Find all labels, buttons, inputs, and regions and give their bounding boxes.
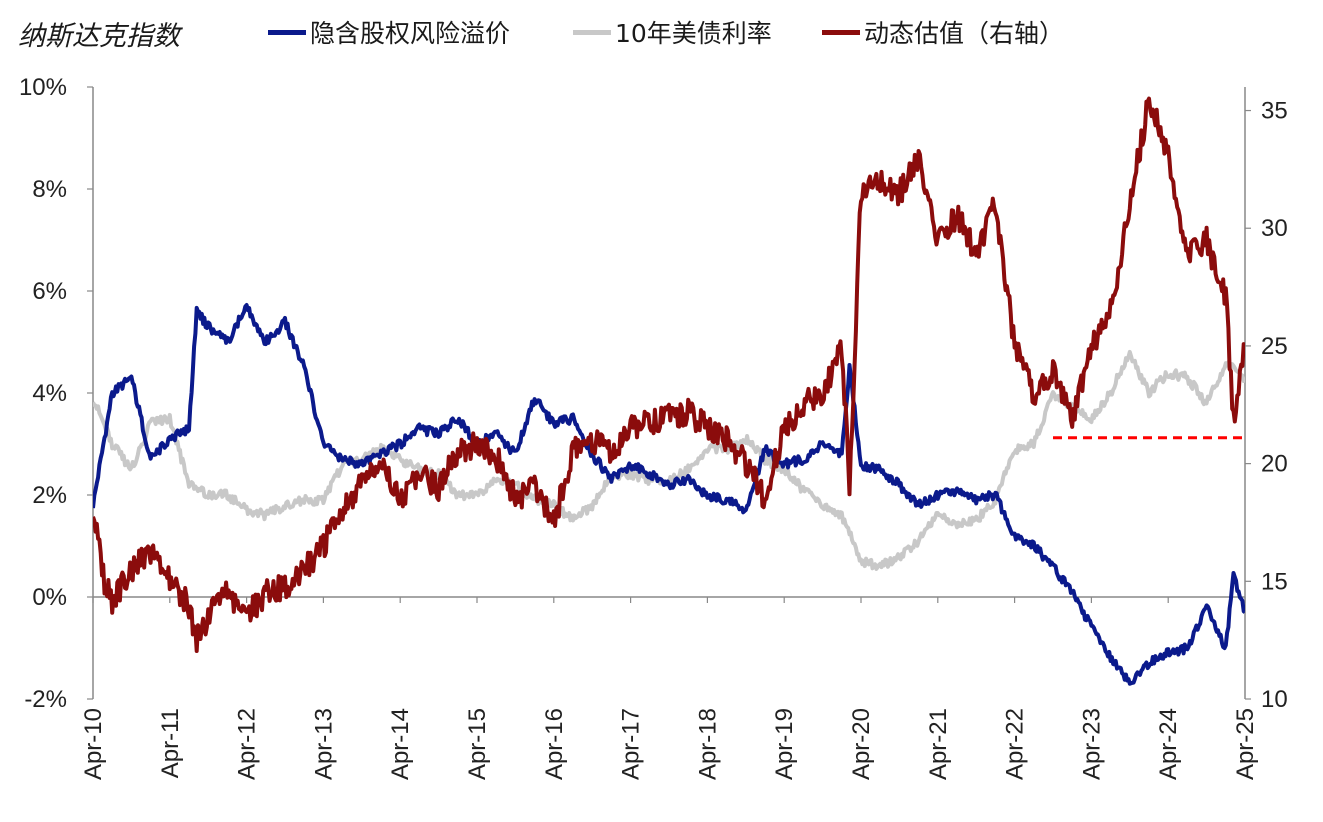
legend-swatch-erp: [268, 29, 306, 35]
left-tick-label: -2%: [24, 686, 67, 713]
x-tick-label: Apr-22: [1002, 708, 1029, 780]
x-tick-label: Apr-10: [80, 708, 107, 780]
x-tick-label: Apr-19: [771, 708, 798, 780]
legend-swatch-treasury: [573, 29, 611, 35]
left-tick-label: 8%: [32, 176, 67, 203]
left-tick-label: 10%: [19, 74, 67, 101]
right-tick-label: 15: [1261, 568, 1288, 595]
left-tick-label: 4%: [32, 380, 67, 407]
x-tick-label: Apr-16: [541, 708, 568, 780]
x-tick-label: Apr-18: [694, 708, 721, 780]
right-tick-label: 10: [1261, 686, 1288, 713]
x-tick-label: Apr-11: [157, 708, 184, 778]
legend-item-valuation: 动态估值（右轴）: [822, 14, 1064, 50]
series-line-equity-risk-premium: [93, 303, 1245, 686]
x-tick-label: Apr-15: [464, 708, 491, 780]
x-tick-label: Apr-23: [1078, 708, 1105, 780]
legend-label-erp: 隐含股权风险溢价: [310, 19, 511, 48]
legend-item-erp: 隐含股权风险溢价: [268, 14, 510, 50]
right-tick-label: 30: [1261, 215, 1288, 242]
legend-label-valuation: 动态估值（右轴）: [864, 19, 1065, 48]
x-tick-label: Apr-25: [1232, 708, 1259, 780]
x-tick-label: Apr-13: [310, 708, 337, 780]
series-line-valuation: [93, 96, 1245, 653]
chart-title: 纳斯达克指数: [18, 21, 180, 52]
left-tick-label: 0%: [32, 584, 67, 611]
legend-label-treasury: 10年美债利率: [615, 19, 772, 48]
x-tick-label: Apr-20: [848, 708, 875, 780]
x-tick-label: Apr-14: [387, 708, 414, 780]
legend-item-treasury: 10年美债利率: [573, 14, 772, 50]
x-tick-label: Apr-17: [618, 708, 645, 780]
legend-swatch-valuation: [822, 29, 860, 35]
x-tick-label: Apr-21: [925, 708, 952, 780]
series-line-10y-treasury: [93, 349, 1245, 571]
left-tick-label: 6%: [32, 278, 67, 305]
x-tick-label: Apr-12: [234, 708, 261, 780]
right-tick-label: 35: [1261, 98, 1288, 125]
left-tick-label: 2%: [32, 482, 67, 509]
right-tick-label: 25: [1261, 333, 1288, 360]
right-tick-label: 20: [1261, 451, 1288, 478]
x-tick-label: Apr-24: [1155, 708, 1182, 780]
